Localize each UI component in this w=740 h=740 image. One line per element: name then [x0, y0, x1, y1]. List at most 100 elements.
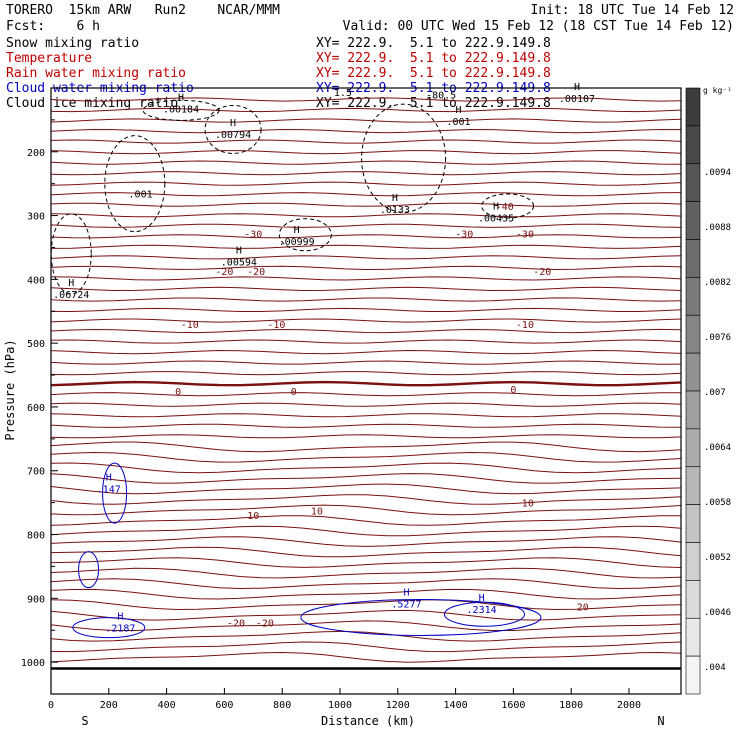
y-tick-label: 500: [27, 339, 45, 350]
temperature-labels: -40 -30 -30 -30 -20 -20 -20 -10 -10 -10 0 0 0 10 10 10 -…: [175, 202, 589, 630]
colorbar-segment: [685, 580, 701, 619]
x-tick-label: 1800: [559, 700, 583, 711]
model-title: TORERO 15km ARW Run2 NCAR/MMM: [6, 3, 280, 18]
mixing-ratio-contour: [104, 135, 166, 233]
isotherm-line: [50, 441, 682, 453]
isotherm-line: [50, 588, 682, 600]
colorbar-label: .0046: [704, 608, 731, 618]
valid-time: Valid: 00 UTC Wed 15 Feb 12 (18 CST Tue …: [342, 19, 734, 34]
colorbar-segment: [685, 428, 701, 468]
temperature-contour-label: -10: [267, 320, 285, 331]
x-tick-label: 200: [100, 700, 118, 711]
maximum-value-label: .00999: [279, 237, 315, 248]
isotherm-line: [50, 307, 682, 313]
y-tick-label: 900: [27, 594, 45, 605]
maximum-marker: H: [178, 92, 184, 103]
colorbar-segment: [685, 125, 701, 165]
maximum-marker: H: [479, 593, 485, 604]
colorbar-segment: [685, 655, 701, 695]
mixing-ratio-contour: [72, 617, 146, 639]
maximum-value-label: .2314: [467, 605, 497, 616]
isotherm-line: [50, 202, 682, 207]
colorbar-segment: [685, 314, 701, 354]
isotherm-line: [50, 599, 682, 611]
isotherm-line: [50, 297, 682, 302]
isotherm-line: [50, 557, 682, 568]
y-axis-label: Pressure (hPa): [3, 339, 17, 440]
hydrometeor-contours: [50, 99, 542, 639]
colorbar-segment: [685, 617, 701, 657]
isotherm-line: [50, 380, 682, 387]
temperature-contour-label: -20: [256, 619, 274, 630]
colorbar-segment: [685, 352, 701, 392]
colorbar-label: .0076: [704, 333, 731, 343]
isotherm-line: [50, 423, 682, 428]
isotherm-line: [50, 567, 682, 579]
isotherm-line: [50, 328, 682, 334]
maximum-value-label: 1.5: [334, 88, 352, 99]
field-xy-rain: XY= 222.9. 5.1 to 222.9.149.8: [316, 66, 551, 81]
colorbar-segment: [685, 390, 701, 430]
colorbar-label: .004: [704, 663, 726, 673]
maximum-marker: H: [493, 201, 499, 212]
colorbar-segment: [685, 239, 701, 278]
temperature-contour-label: 20: [577, 603, 589, 614]
temperature-contour-label: -10: [516, 320, 534, 331]
mixing-ratio-contour: [204, 104, 262, 154]
maximum-marker: H: [294, 225, 300, 236]
isotherm-line: [50, 339, 682, 344]
temperature-contour-label: -10: [181, 320, 199, 331]
x-tick-label: 600: [215, 700, 233, 711]
colorbar-unit: g kg⁻¹: [703, 86, 732, 95]
mixing-ratio-contour: [78, 551, 100, 589]
isotherm-line: [50, 160, 682, 165]
temperature-contour-label: -20: [533, 267, 551, 278]
isotherm-line: [50, 630, 682, 642]
isotherm-line: [50, 150, 682, 155]
isotherm-line: [50, 451, 682, 463]
field-label-cloud-water: Cloud water mixing ratio: [6, 81, 194, 96]
y-tick-label: 200: [27, 148, 45, 159]
temperature-contour-label: 10: [311, 506, 323, 517]
isotherm-line: [50, 434, 682, 439]
isotherm-line: [50, 413, 682, 418]
y-tick-label: 300: [27, 212, 45, 223]
colorbar-segment: [685, 163, 701, 202]
maximum-marker: H: [236, 246, 242, 257]
colorbar-segment: [685, 201, 701, 240]
mixing-ratio-contour: [443, 601, 525, 627]
colorbar-label: .0064: [704, 443, 731, 453]
maximum-value-label: .5277: [391, 599, 421, 610]
isotherm-line: [50, 107, 682, 113]
isotherm-line: [50, 462, 682, 474]
isotherm-line: [50, 515, 681, 526]
colorbar-label: .007: [704, 388, 726, 398]
isotherm-line: [50, 223, 682, 228]
x-tick-label: 400: [158, 700, 176, 711]
isotherm-line: [50, 504, 682, 516]
maximum-marker: H: [106, 473, 112, 484]
colorbar-segment: [685, 504, 701, 543]
colorbar-label: .0094: [704, 168, 731, 178]
isotherm-line: [50, 244, 682, 249]
field-label-cloud-ice: Cloud ice mixing ratio: [6, 96, 179, 111]
temperature-contour-label: -40: [496, 202, 514, 213]
maximum-value-label: .147: [97, 485, 121, 496]
maximum-value-label: .2187: [105, 624, 135, 635]
mixing-ratio-contour: [142, 99, 220, 121]
x-tick-label: 1400: [444, 700, 468, 711]
temperature-contour-label: 0: [175, 387, 181, 398]
temperature-contour-label: -30: [244, 229, 262, 240]
mixing-ratio-contour: [361, 103, 447, 213]
isotherm-line: [50, 483, 682, 495]
isotherm-line: [50, 546, 682, 558]
endpoint-right: N: [657, 714, 664, 728]
isotherm-line: [50, 255, 682, 260]
maximum-marker: H: [117, 612, 123, 623]
colorbar-label: .0052: [704, 553, 731, 563]
x-tick-label: 800: [273, 700, 291, 711]
isotherm-line: [50, 360, 682, 365]
mixing-ratio-contour: [300, 598, 542, 636]
init-time: Init: 18 UTC Tue 14 Feb 12: [530, 3, 735, 18]
